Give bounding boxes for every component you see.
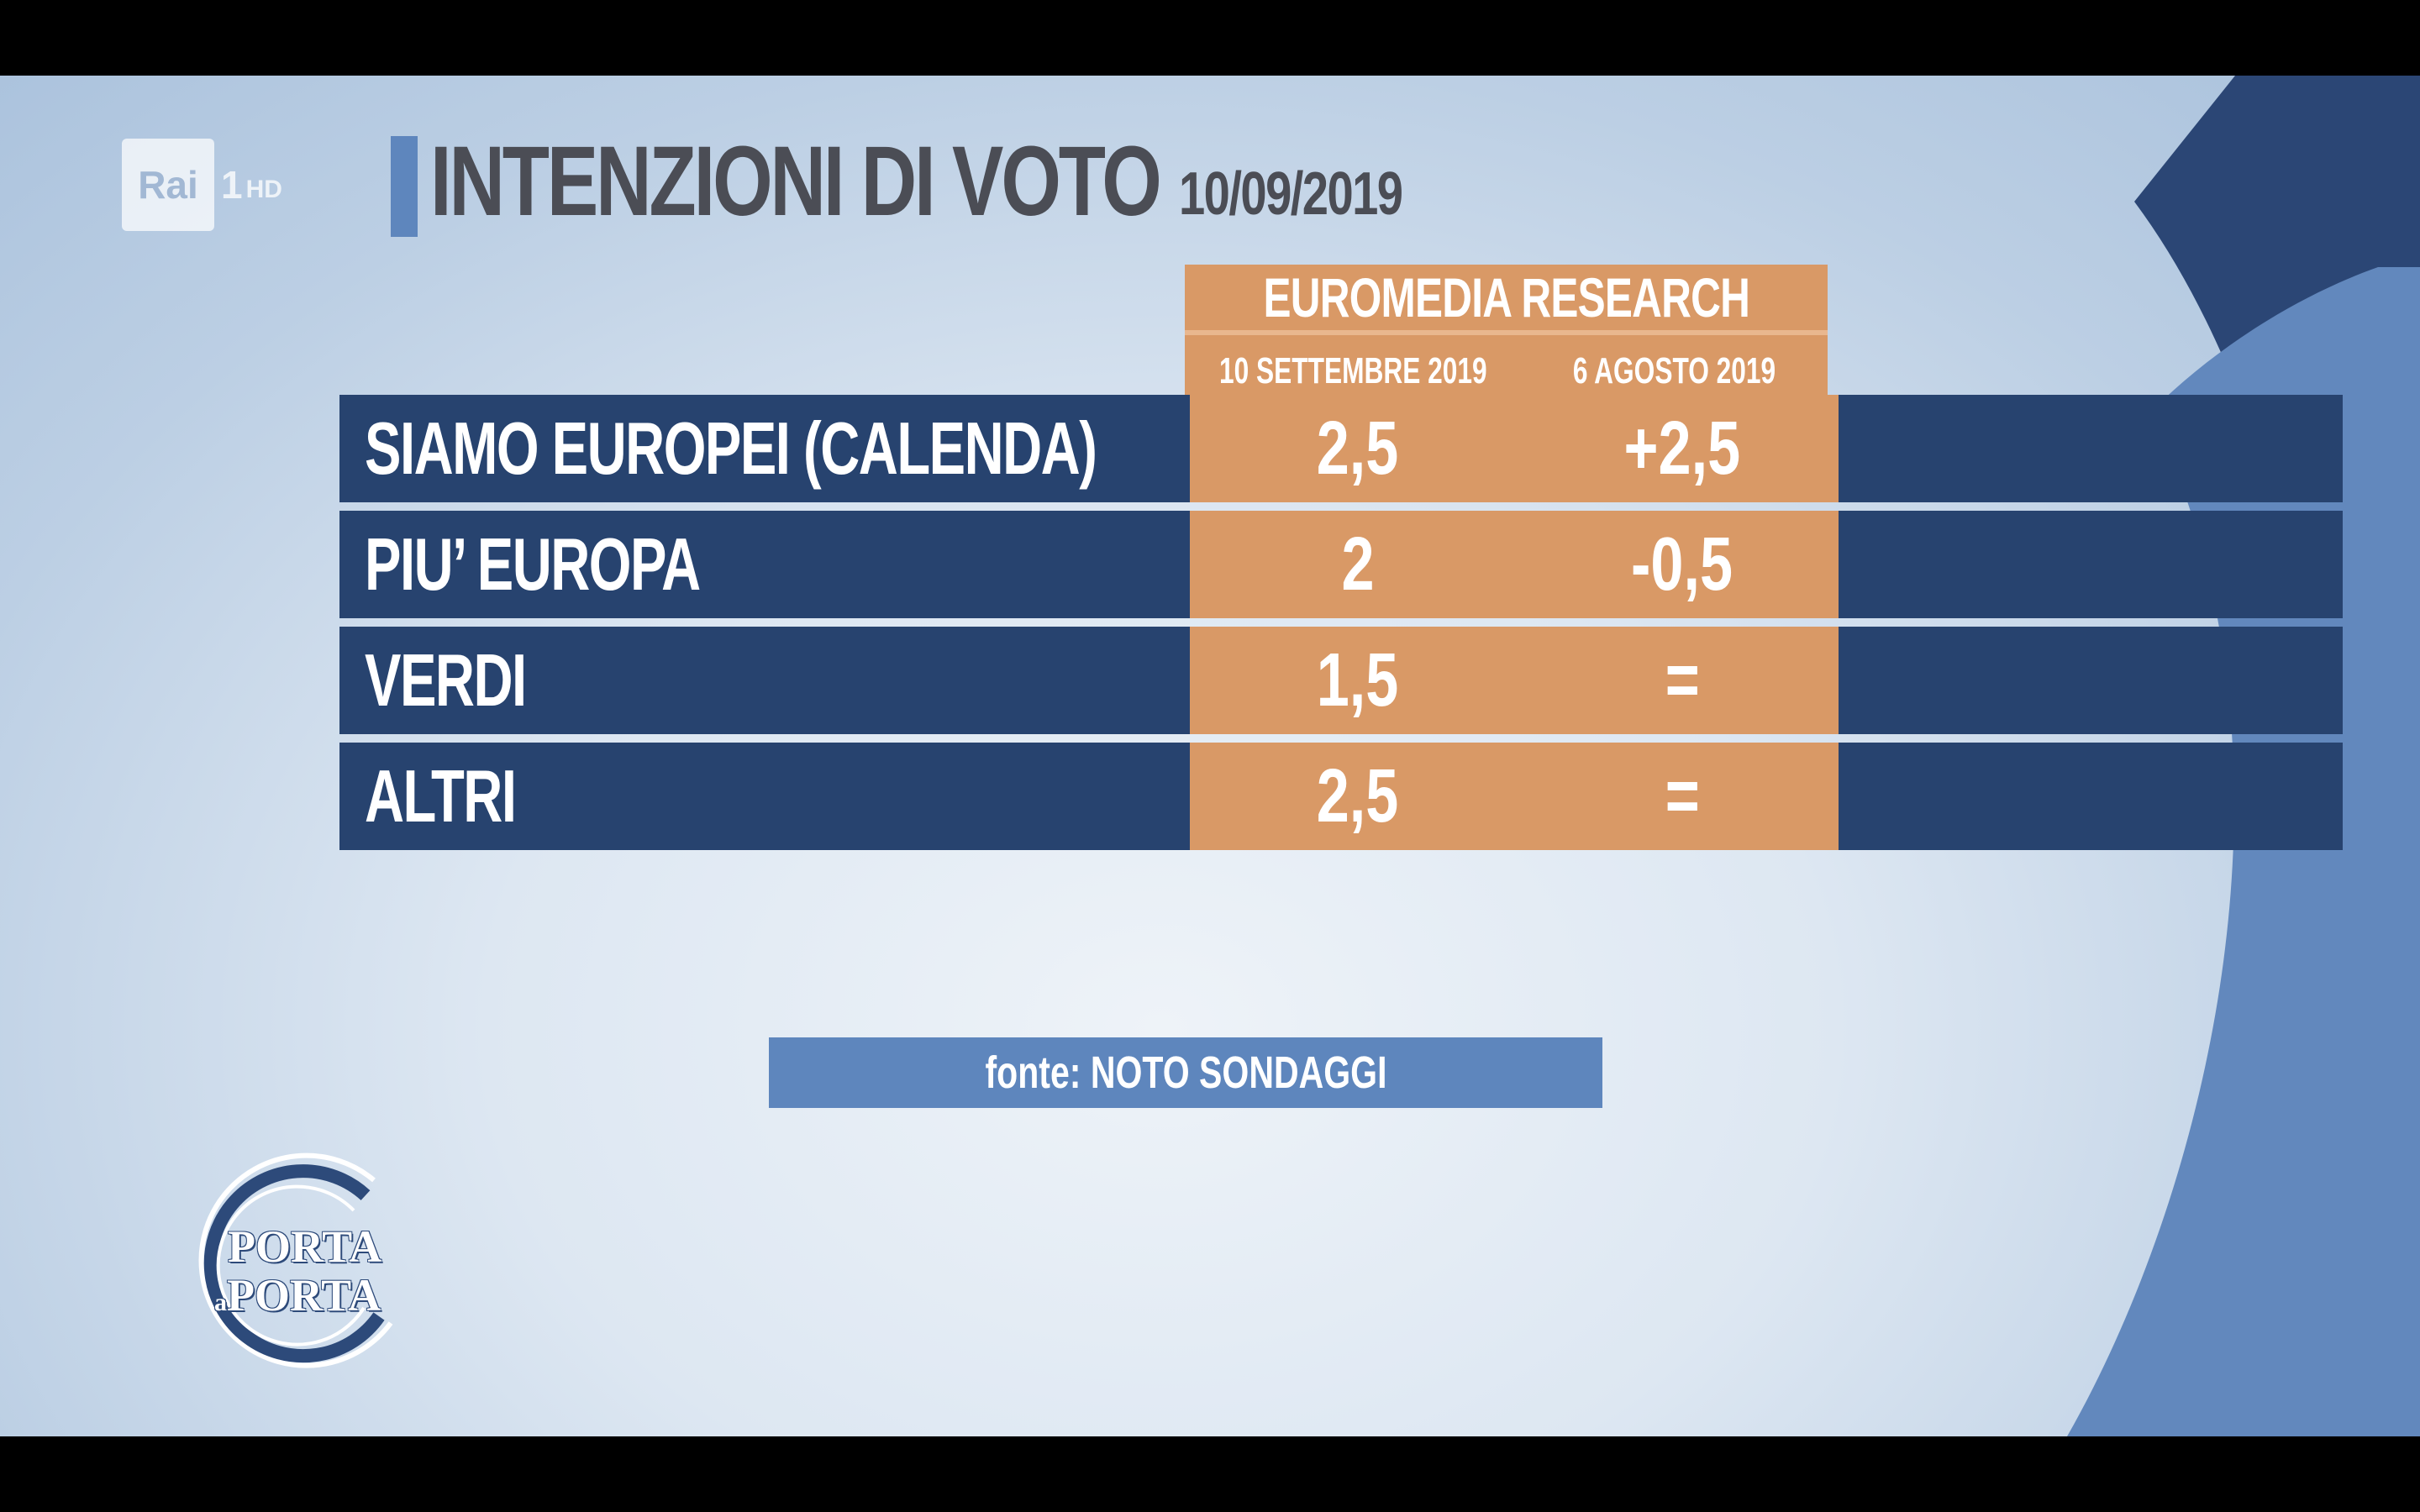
row-label: VERDI — [365, 638, 527, 722]
row-label-cell — [339, 627, 1190, 734]
row-current-value: 2,5 — [1190, 743, 1526, 850]
row-tail-cell — [1839, 627, 2343, 734]
column-header-previous-text: 6 AGOSTO 2019 — [1572, 350, 1776, 391]
channel-logo: Rai 1 HD — [122, 139, 282, 231]
row-change-value: = — [1526, 627, 1839, 734]
show-logo-ring — [198, 1152, 393, 1368]
row-value-cell — [1190, 743, 1839, 850]
show-logo-line2-text: PORTA — [227, 1270, 381, 1320]
row-current-value-text: 2 — [1341, 522, 1375, 606]
column-header-previous: 6 AGOSTO 2019 — [1521, 342, 1828, 401]
row-change-value: -0,5 — [1526, 511, 1839, 618]
row-change-value-text: = — [1665, 753, 1700, 838]
row-label: PIU’ EUROPA — [365, 522, 701, 606]
row-current-value-text: 2,5 — [1317, 753, 1399, 838]
row-label-cell — [339, 743, 1190, 850]
row-current-value: 1,5 — [1190, 627, 1526, 734]
source-header: EUROMEDIA RESEARCH 10 SETTEMBRE 2019 6 A… — [1185, 265, 1828, 410]
rai-logo-box: Rai — [122, 139, 214, 231]
page-title: INTENZIONI DI VOTO — [430, 126, 1162, 237]
show-logo-connector: a — [214, 1289, 227, 1316]
source-footer-text: fonte: NOTO SONDAGGI — [984, 1047, 1387, 1098]
column-header-current: 10 SETTEMBRE 2019 — [1185, 342, 1521, 401]
show-logo-line1: PORTA — [228, 1221, 382, 1272]
row-value-cell — [1190, 627, 1839, 734]
row-value-cell — [1190, 395, 1839, 502]
title-date: 10/09/2019 — [1179, 160, 1403, 228]
broadcast-screen: Rai 1 HD INTENZIONI DI VOTO 10/09/2019 E… — [0, 76, 2420, 1436]
row-current-value: 2 — [1190, 511, 1526, 618]
show-logo-line2: aPORTA — [214, 1269, 381, 1321]
row-current-value: 2,5 — [1190, 395, 1526, 502]
row-label: SIAMO EUROPEI (CALENDA) — [365, 407, 1097, 490]
row-change-value-text: -0,5 — [1631, 522, 1733, 606]
source-footer: fonte: NOTO SONDAGGI — [769, 1037, 1602, 1108]
row-change-value: +2,5 — [1526, 395, 1839, 502]
source-divider — [1185, 330, 1828, 335]
source-name: EUROMEDIA RESEARCH — [1185, 265, 1828, 330]
source-name-text: EUROMEDIA RESEARCH — [1263, 266, 1749, 328]
row-current-value-text: 2,5 — [1317, 406, 1399, 491]
row-tail-cell — [1839, 511, 2343, 618]
row-change-value: = — [1526, 743, 1839, 850]
row-tail-cell — [1839, 743, 2343, 850]
title-accent-bar — [391, 136, 418, 237]
row-current-value-text: 1,5 — [1317, 638, 1399, 722]
column-header-current-text: 10 SETTEMBRE 2019 — [1218, 350, 1487, 391]
row-tail-cell — [1839, 395, 2343, 502]
show-logo: PORTA aPORTA — [164, 1130, 433, 1399]
channel-number: 1 — [221, 163, 243, 207]
hd-badge: HD — [245, 176, 282, 203]
row-change-value-text: = — [1665, 638, 1700, 722]
row-label-cell — [339, 511, 1190, 618]
row-value-cell — [1190, 511, 1839, 618]
row-change-value-text: +2,5 — [1623, 406, 1741, 491]
row-label-cell — [339, 395, 1190, 502]
row-label: ALTRI — [365, 754, 517, 837]
